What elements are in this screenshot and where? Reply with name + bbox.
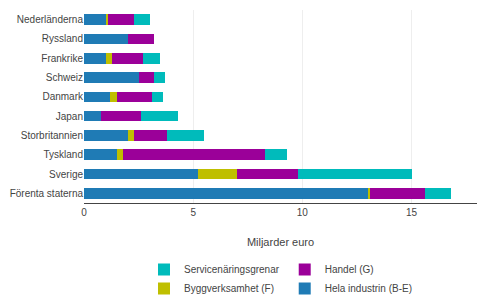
svg-text:Miljarder euro: Miljarder euro [247,236,314,248]
svg-text:Byggverksamhet (F): Byggverksamhet (F) [184,283,274,294]
svg-text:Schweiz: Schweiz [46,72,83,83]
svg-text:Japan: Japan [56,111,83,122]
svg-text:10: 10 [297,207,309,218]
svg-text:Danmark: Danmark [42,91,84,102]
svg-text:Servicenäringsgrenar: Servicenäringsgrenar [184,264,280,275]
svg-text:Sverige: Sverige [49,169,83,180]
svg-text:Förenta staterna: Förenta staterna [10,188,84,199]
svg-text:Nederländerna: Nederländerna [17,14,84,25]
svg-text:0: 0 [81,207,87,218]
svg-text:Storbritannien: Storbritannien [21,130,83,141]
svg-text:Tyskland: Tyskland [44,149,83,160]
svg-text:5: 5 [190,207,196,218]
svg-text:15: 15 [406,207,418,218]
svg-text:Handel (G): Handel (G) [325,264,374,275]
svg-text:Ryssland: Ryssland [42,33,83,44]
svg-text:Frankrike: Frankrike [41,53,83,64]
svg-text:Hela industrin (B-E): Hela industrin (B-E) [325,283,412,294]
